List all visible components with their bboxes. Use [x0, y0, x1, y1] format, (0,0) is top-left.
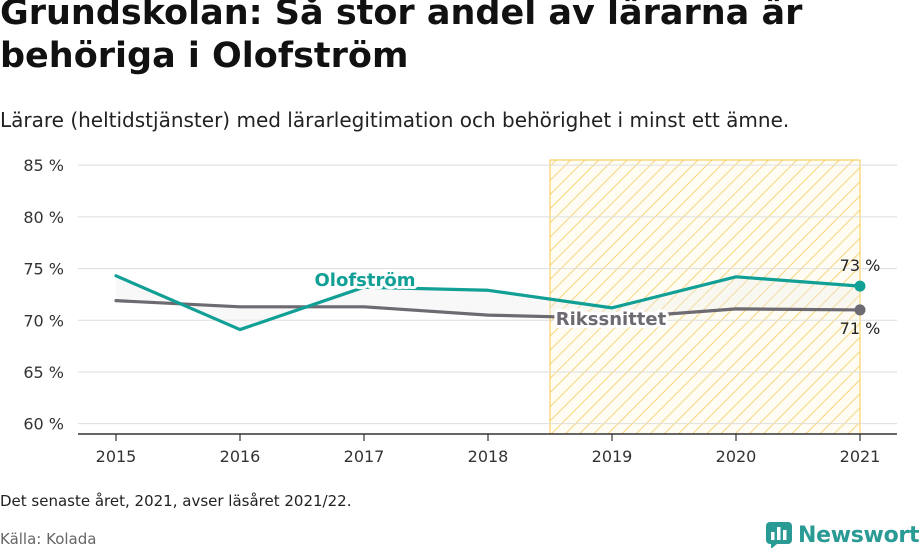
series-line-olofström [114, 274, 862, 332]
x-tick-label: 2019 [592, 447, 633, 466]
end-point-olofström [854, 280, 866, 292]
series-label-halo: Olofström [315, 270, 416, 291]
y-tick-label: 70 % [23, 311, 64, 330]
x-tick-label: 2021 [840, 447, 881, 466]
chart-title: Grundskolan: Så stor andel av lärarna är… [0, 0, 803, 76]
end-point-rikssnittet [854, 304, 866, 316]
chart-subtitle: Lärare (heltidstjänster) med lärarlegiti… [0, 108, 790, 132]
end-label-rikssnittet: 71 % [840, 319, 881, 338]
series-line-rikssnittet [114, 299, 862, 320]
highlight-region [549, 159, 861, 435]
series-label-olofström: Olofström [315, 270, 416, 291]
difference-area [116, 275, 860, 330]
y-tick-label: 75 % [23, 260, 64, 279]
bar-chart-icon [766, 522, 792, 548]
y-tick-label: 60 % [23, 415, 64, 434]
x-tick-label: 2015 [96, 447, 137, 466]
footnote: Det senaste året, 2021, avser läsåret 20… [0, 492, 352, 510]
y-tick-label: 85 % [23, 156, 64, 175]
series-label-rikssnittet: Rikssnittet [556, 309, 667, 330]
line-chart: 60 % 65 % 70 % 75 % 80 % 85 % 2015 2016 2017 2018… [23, 156, 897, 466]
x-tick-label: 2016 [220, 447, 261, 466]
brand-logo: Newsworthy [766, 520, 920, 550]
brand-name: Newsworthy [798, 522, 920, 548]
x-tick-label: 2020 [716, 447, 757, 466]
end-label-olofström: 73 % [840, 256, 881, 275]
x-tick-label: 2018 [468, 447, 509, 466]
x-tick-label: 2017 [344, 447, 385, 466]
y-tick-label: 80 % [23, 208, 64, 227]
series-label-halo: Rikssnittet [556, 309, 667, 330]
source-text: Källa: Kolada [0, 530, 97, 548]
y-tick-label: 65 % [23, 363, 64, 382]
